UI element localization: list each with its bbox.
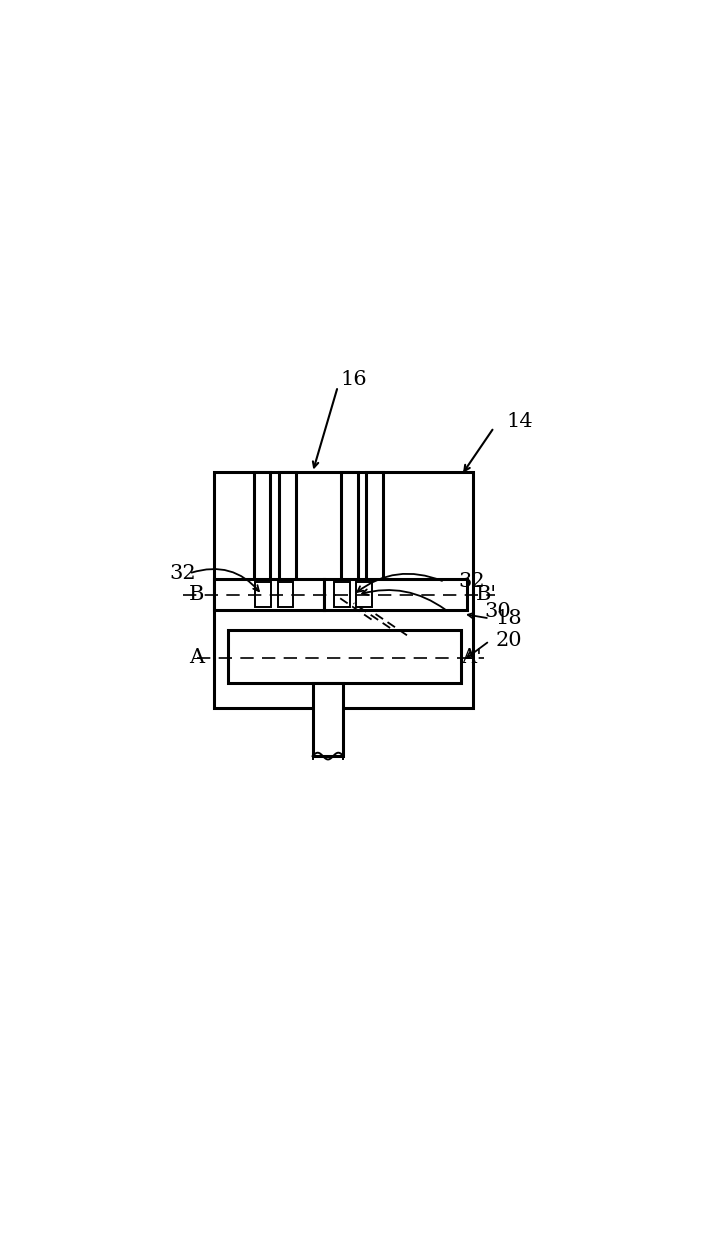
Bar bbox=[279, 472, 296, 601]
Bar bbox=[254, 472, 270, 601]
Text: 20: 20 bbox=[495, 632, 522, 650]
Bar bbox=[366, 472, 383, 601]
Text: 16: 16 bbox=[341, 370, 368, 389]
Bar bbox=[341, 472, 357, 601]
Text: 18: 18 bbox=[495, 609, 522, 628]
Text: A': A' bbox=[461, 648, 482, 667]
Bar bbox=[334, 582, 349, 608]
Text: 30: 30 bbox=[484, 601, 510, 620]
Bar bbox=[278, 582, 294, 608]
Bar bbox=[312, 683, 344, 756]
Bar bbox=[255, 582, 271, 608]
Text: 14: 14 bbox=[506, 413, 533, 431]
Bar bbox=[324, 579, 467, 610]
Bar bbox=[357, 582, 372, 608]
Text: B': B' bbox=[476, 585, 497, 604]
Bar bbox=[215, 472, 473, 708]
Text: 32: 32 bbox=[170, 564, 196, 582]
Text: B: B bbox=[189, 585, 204, 604]
Text: 32: 32 bbox=[459, 572, 485, 591]
Bar bbox=[215, 579, 324, 610]
Text: A: A bbox=[189, 648, 204, 667]
Bar bbox=[228, 630, 461, 683]
